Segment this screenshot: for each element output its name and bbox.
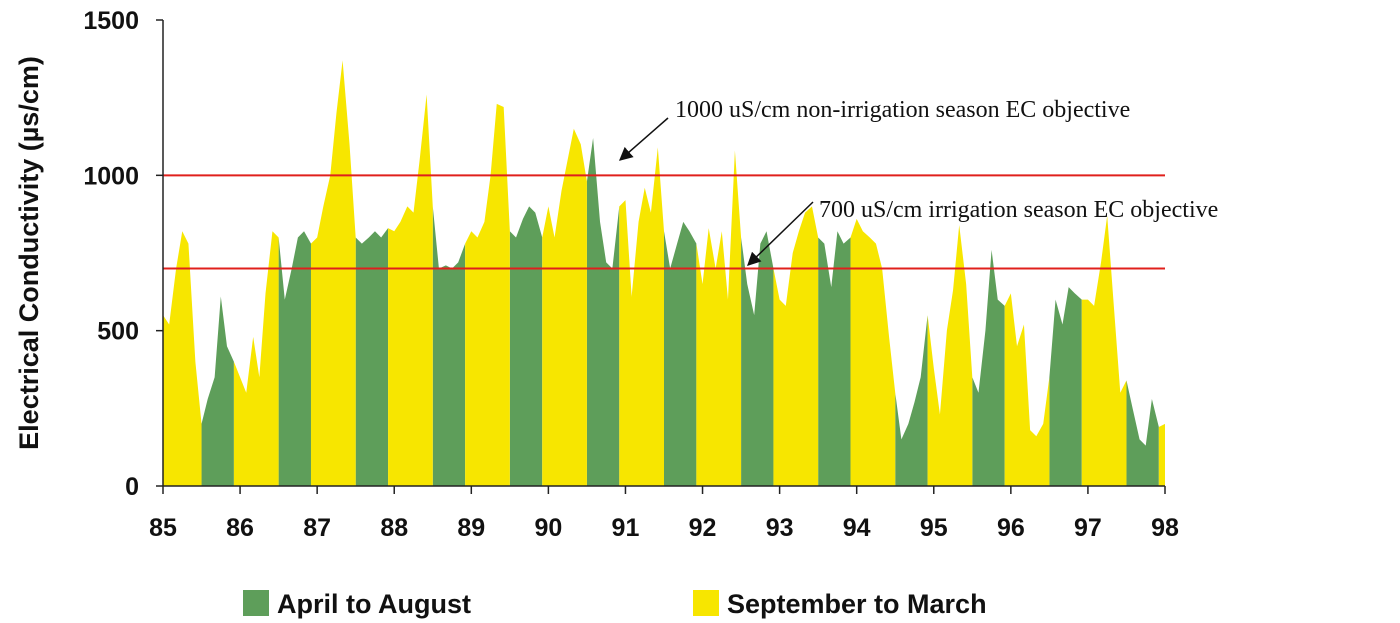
- legend-label: April to August: [277, 589, 471, 619]
- x-tick-label: 93: [766, 514, 794, 542]
- x-tick-label: 89: [457, 514, 485, 542]
- y-axis-title: Electrical Conductivity (µs/cm): [14, 56, 44, 450]
- annotation: 700 uS/cm irrigation season EC objective: [819, 197, 1218, 223]
- x-tick-label: 91: [612, 514, 640, 542]
- x-tick-label: 96: [997, 514, 1025, 542]
- legend-label: September to March: [727, 589, 987, 619]
- legend-swatch: [243, 590, 269, 616]
- x-tick-label: 86: [226, 514, 254, 542]
- x-tick-label: 95: [920, 514, 948, 542]
- y-tick-label: 1000: [83, 162, 139, 190]
- area: [201, 138, 1159, 486]
- annotation: 1000 uS/cm non-irrigation season EC obje…: [675, 97, 1130, 123]
- x-tick-label: 87: [303, 514, 331, 542]
- y-tick-label: 500: [97, 318, 139, 346]
- legend-swatch: [693, 590, 719, 616]
- x-tick-label: 88: [380, 514, 408, 542]
- x-tick-label: 85: [149, 514, 177, 542]
- plot-area: [163, 60, 1165, 487]
- y-tick-label: 1500: [83, 7, 139, 35]
- x-tick-label: 97: [1074, 514, 1102, 542]
- x-tick-label: 92: [689, 514, 717, 542]
- annotation-arrow: [618, 117, 669, 161]
- x-tick-label: 98: [1151, 514, 1179, 542]
- x-tick-label: 94: [843, 514, 871, 542]
- y-tick-label: 0: [125, 473, 139, 501]
- x-tick-label: 90: [534, 514, 562, 542]
- annotation-arrow: [747, 201, 814, 266]
- area: [163, 60, 1165, 487]
